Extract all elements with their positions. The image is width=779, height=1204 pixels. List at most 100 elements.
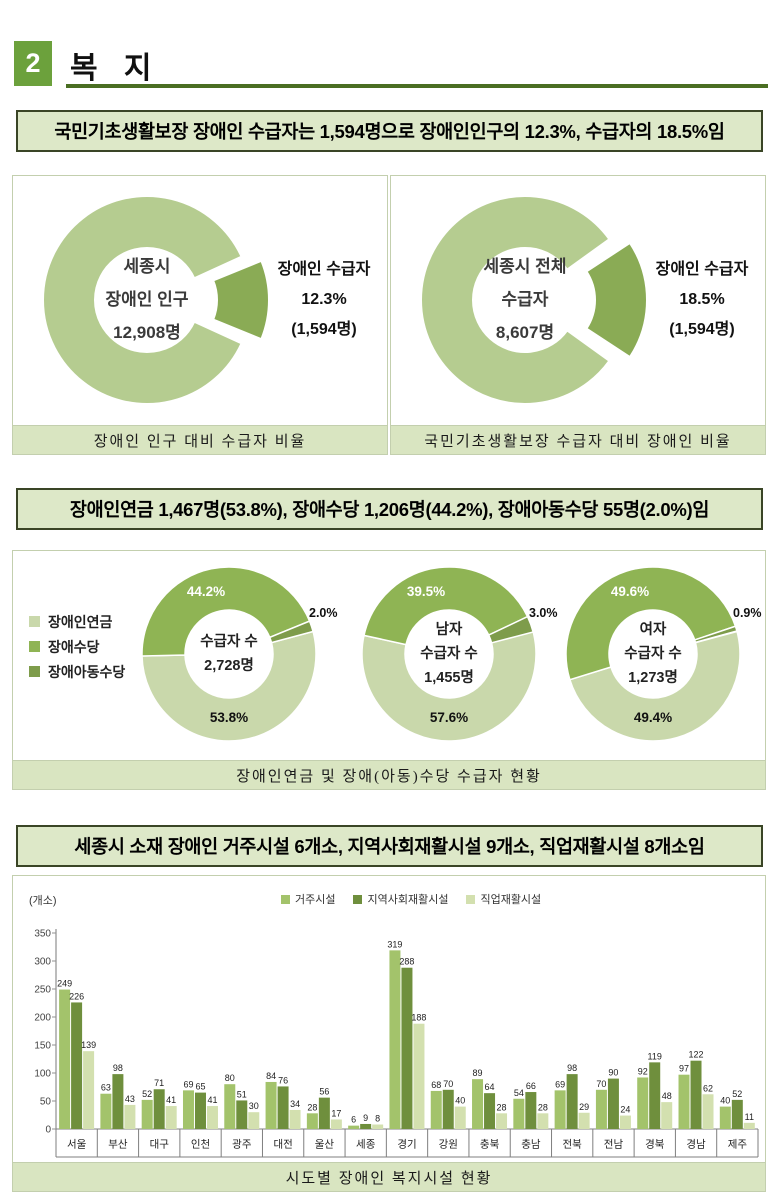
x-category-label: 광주 xyxy=(232,1139,252,1151)
bar-거주시설 xyxy=(637,1077,649,1129)
x-category-label: 제주 xyxy=(728,1139,748,1151)
bar-직업재활시설 xyxy=(702,1094,714,1129)
bar-직업재활시설 xyxy=(619,1115,631,1129)
donut-body-segment xyxy=(420,195,611,405)
y-tick-label: 250 xyxy=(34,985,51,996)
bar-직업재활시설 xyxy=(372,1124,384,1129)
bar-value-label: 52 xyxy=(142,1089,152,1099)
donut-segment-1 xyxy=(565,566,737,681)
bar-value-label: 89 xyxy=(473,1068,483,1078)
bar-거주시설 xyxy=(389,950,401,1129)
bar-거주시설 xyxy=(182,1090,194,1129)
y-tick-label: 200 xyxy=(34,1013,51,1024)
bar-직업재활시설 xyxy=(537,1113,549,1129)
legend-item-vocational: 직업재활시설 xyxy=(466,892,541,906)
donut-chart-recipient-ratio: 세종시 전체 수급자 8,607명 장애인 수급자 18.5% (1,594명) xyxy=(391,176,765,427)
legend-label: 장애아동수당 xyxy=(48,663,126,680)
legend-label: 장애수당 xyxy=(48,638,100,655)
bar-value-label: 90 xyxy=(608,1068,618,1078)
bar-지역사회재활시설 xyxy=(401,967,413,1129)
bar-value-label: 98 xyxy=(567,1063,577,1073)
bar-value-label: 139 xyxy=(81,1040,96,1050)
legend-label: 거주시설 xyxy=(295,894,336,906)
bar-지역사회재활시설 xyxy=(318,1097,330,1129)
summary-banner-facilities: 세종시 소재 장애인 거주시설 6개소, 지역사회재활시설 9개소, 직업재활시… xyxy=(16,825,763,867)
donut-segment-0 xyxy=(568,630,741,742)
bar-value-label: 9 xyxy=(363,1113,368,1123)
segment-pct-label: 3.0% xyxy=(529,606,558,620)
donut-segment-2 xyxy=(693,625,738,644)
legend-label: 직업재활시설 xyxy=(480,894,542,906)
y-tick-label: 50 xyxy=(40,1097,52,1108)
x-category-label: 충북 xyxy=(480,1139,500,1151)
legend-label: 장애인연금 xyxy=(48,613,113,630)
bar-value-label: 98 xyxy=(113,1063,123,1073)
pension-swatch-icon xyxy=(29,616,40,627)
bar-지역사회재활시설 xyxy=(731,1099,743,1129)
legend-item-pension: 장애인연금 xyxy=(29,609,125,634)
bar-지역사회재활시설 xyxy=(236,1100,248,1129)
bar-직업재활시설 xyxy=(743,1122,755,1129)
donut-segment-2 xyxy=(268,620,314,644)
bar-value-label: 11 xyxy=(745,1112,754,1122)
segment-pct-label: 0.9% xyxy=(733,606,762,620)
bar-value-label: 71 xyxy=(154,1078,164,1088)
bar-value-label: 249 xyxy=(57,979,72,989)
legend-item-community: 지역사회재활시설 xyxy=(353,892,448,906)
donut-segment-0 xyxy=(361,630,537,742)
x-category-label: 세종 xyxy=(356,1139,376,1151)
bar-거주시설 xyxy=(554,1090,566,1129)
segment-pct-label: 49.4% xyxy=(633,710,673,725)
bar-지역사회재활시설 xyxy=(690,1060,702,1129)
bar-직업재활시설 xyxy=(248,1112,260,1129)
segment-pct-label: 39.5% xyxy=(406,584,446,599)
bar-value-label: 80 xyxy=(225,1073,235,1083)
donut-segment-1 xyxy=(141,566,311,657)
bar-value-label: 66 xyxy=(526,1081,536,1091)
donut-svg xyxy=(42,195,270,405)
bar-value-label: 28 xyxy=(538,1102,548,1112)
bar-지역사회재활시설 xyxy=(360,1123,372,1129)
bar-value-label: 40 xyxy=(455,1096,465,1106)
exploded-slice-callout: 장애인 수급자 12.3% (1,594명) xyxy=(277,261,371,338)
bar-거주시설 xyxy=(348,1125,360,1129)
chart-caption-facilities: 시도별 장애인 복지시설 현황 xyxy=(13,1162,765,1191)
bar-chart-facilities: 0 50 100 150 200 250 300 350 249 226 139 서울 63 98 43 부산… xyxy=(13,876,765,1164)
segment-pct-label: 53.8% xyxy=(209,710,249,725)
x-category-label: 울산 xyxy=(315,1139,335,1151)
bar-지역사회재활시설 xyxy=(112,1074,124,1129)
bar-value-label: 69 xyxy=(555,1079,565,1089)
bar-직업재활시설 xyxy=(413,1023,425,1129)
bar-value-label: 40 xyxy=(720,1096,730,1106)
bar-value-label: 24 xyxy=(620,1105,630,1115)
donut-center-label: 여자 수급자 수 1,273명 xyxy=(624,622,682,686)
x-category-label: 전북 xyxy=(563,1139,583,1151)
bar-value-label: 69 xyxy=(183,1079,193,1089)
bar-지역사회재활시설 xyxy=(277,1086,289,1129)
bar-거주시설 xyxy=(100,1093,112,1129)
x-category-label: 대구 xyxy=(150,1139,170,1151)
bar-직업재활시설 xyxy=(124,1104,136,1129)
facilities-legend: 거주시설 지역사회재활시설 직업재활시설 xyxy=(281,892,541,906)
bar-value-label: 92 xyxy=(638,1066,648,1076)
bar-직업재활시설 xyxy=(496,1113,508,1129)
x-category-label: 대전 xyxy=(273,1139,292,1151)
donut-segment-0 xyxy=(141,630,317,742)
bar-value-label: 48 xyxy=(662,1091,672,1101)
bar-value-label: 41 xyxy=(166,1095,176,1105)
donut-segment-2 xyxy=(487,615,535,644)
bar-value-label: 319 xyxy=(387,939,402,949)
x-category-label: 충남 xyxy=(521,1139,541,1151)
bar-value-label: 8 xyxy=(375,1114,380,1124)
y-tick-label: 150 xyxy=(34,1041,51,1052)
allowance-swatch-icon xyxy=(29,641,40,652)
bar-직업재활시설 xyxy=(661,1102,673,1129)
bar-지역사회재활시설 xyxy=(71,1002,83,1129)
bar-지역사회재활시설 xyxy=(484,1093,496,1129)
bar-value-label: 188 xyxy=(411,1013,426,1023)
chart-panel-allowance: 장애인연금 장애수당 장애아동수당 44.2% 2.0% 53.8% 수급자 수 2,… xyxy=(12,550,766,790)
summary-banner-basic-livelihood: 국민기초생활보장 장애인 수급자는 1,594명으로 장애인인구의 12.3%,… xyxy=(16,110,763,152)
section-title: 복 지 xyxy=(70,52,161,85)
bar-value-label: 29 xyxy=(579,1102,589,1112)
bar-거주시설 xyxy=(430,1090,442,1129)
